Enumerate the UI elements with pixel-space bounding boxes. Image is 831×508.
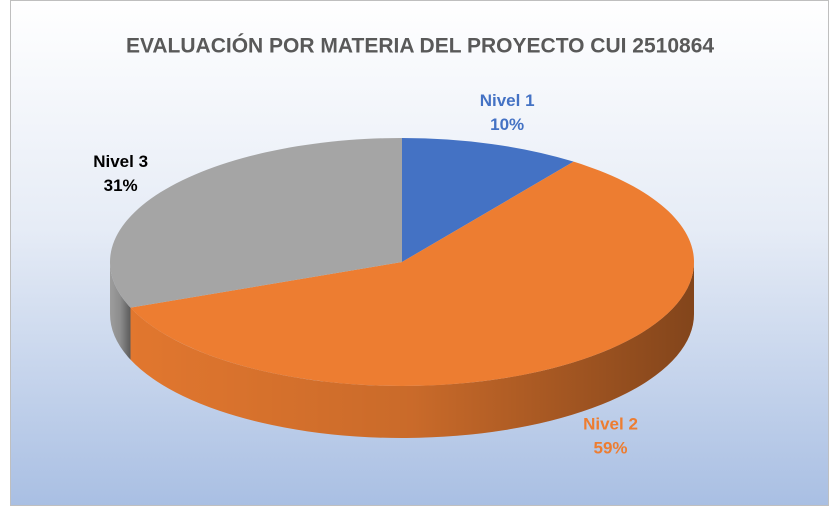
side-shade xyxy=(110,262,131,360)
data-label-category: Nivel 1 xyxy=(480,91,535,110)
pie-slice xyxy=(130,161,695,386)
pie-slice xyxy=(402,138,574,262)
data-label-value: 59% xyxy=(593,439,627,458)
data-label-value: 31% xyxy=(104,176,138,195)
pie-slice xyxy=(110,137,402,308)
side-shade xyxy=(130,262,695,439)
data-label-category: Nivel 2 xyxy=(583,415,638,434)
data-label-value: 10% xyxy=(490,115,524,134)
data-label-category: Nivel 3 xyxy=(93,152,148,171)
chart-title: EVALUACIÓN POR MATERIA DEL PROYECTO CUI … xyxy=(126,34,714,58)
